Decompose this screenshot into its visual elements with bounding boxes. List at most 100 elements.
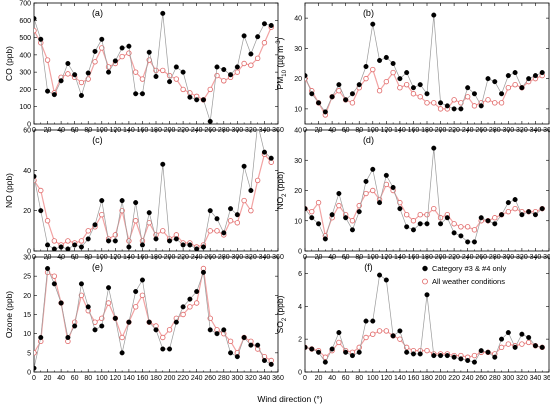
data-point [438,353,444,359]
data-point [363,318,369,324]
data-point [221,67,227,73]
x-tick-label: 140 [394,375,406,382]
data-point [132,218,139,224]
panel-a: 0204060801001201401601802002202402602803… [4,1,284,135]
data-point [65,238,71,244]
data-point [349,218,356,224]
y-tick-label: 100 [19,104,31,111]
y-tick-label: 500 [19,35,31,42]
x-tick-label: 100 [96,375,108,382]
data-point [78,281,84,287]
data-point [417,351,423,357]
data-point [336,191,342,197]
data-point [214,228,220,234]
data-point [363,64,369,70]
y-tick-label: 0 [27,249,31,256]
series-category-3-4 [305,272,545,365]
data-point [397,84,403,91]
data-point [471,227,478,233]
data-point [187,242,193,248]
series-line [305,274,543,363]
panel-d: 0204060801001201401601802002202402602803… [275,128,550,262]
y-tick-label: 10 [294,106,302,113]
data-point [153,327,159,333]
y-tick-label: 30 [294,46,302,53]
data-point [160,346,166,352]
y-tick-label: 20 [294,188,302,195]
data-point [126,238,132,244]
data-point [363,178,369,184]
data-point [34,350,37,356]
data-point [45,266,51,272]
y-tick-label: 15 [23,312,31,319]
data-point [336,330,342,336]
series-category-3-4 [305,12,545,115]
panel-tag: (b) [363,8,374,18]
data-point [119,350,125,356]
data-point [424,91,430,97]
data-point [194,97,200,103]
data-point [485,218,491,224]
data-point [349,91,355,97]
data-point [444,103,450,109]
data-point [336,82,342,88]
data-point [241,197,247,204]
data-point [539,206,545,212]
data-point [431,100,437,106]
y-axis-label: NO (ppb) [4,173,14,208]
x-tick-label: 360 [543,254,550,261]
data-point [458,224,464,230]
data-point [417,94,423,100]
data-point [160,10,166,16]
data-point [471,103,478,109]
data-point [526,335,532,341]
data-point [72,242,78,248]
data-point [397,76,403,82]
data-point [343,349,349,355]
data-point [180,86,186,93]
x-tick-label: 140 [123,375,135,382]
data-point [112,238,118,244]
data-point [51,281,57,287]
data-point [234,220,241,226]
data-point [99,323,105,329]
data-point [403,81,410,88]
panel-tag: (f) [364,262,373,272]
x-tick-label: 220 [177,375,189,382]
data-point [221,230,227,236]
x-tick-label: 60 [342,375,350,382]
data-point [458,356,464,362]
data-point [72,72,78,78]
data-point [377,200,383,206]
data-point [465,239,471,245]
x-tick-label: 300 [502,375,514,382]
data-point [539,70,545,76]
data-point [377,272,383,278]
data-point [526,76,532,82]
y-axis-label: PM10 (µg m-3) [275,37,288,89]
data-point [167,238,173,244]
data-point [431,353,437,359]
data-point [153,73,159,79]
data-point [99,36,105,42]
data-point [329,212,335,218]
x-tick-label: 260 [475,375,487,382]
data-point [309,208,315,215]
data-point [451,230,457,236]
data-point [322,236,328,242]
plot-frame [304,129,550,252]
data-point [194,289,200,295]
data-point [492,215,498,221]
series-all-weather [34,151,274,250]
data-point [363,75,369,82]
data-point [505,330,511,336]
data-point [349,227,355,233]
data-point [78,292,85,299]
data-point [255,342,261,348]
data-point [44,218,51,224]
plot-frame [33,2,279,125]
data-point [499,91,505,97]
data-point [329,94,335,100]
series-category-3-4 [34,130,274,251]
data-point [410,351,416,357]
